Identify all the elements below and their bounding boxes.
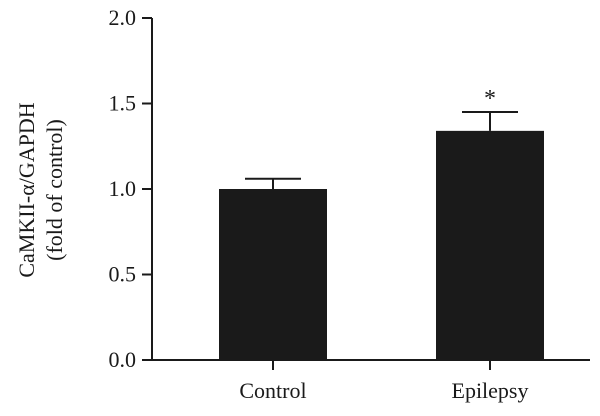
- significance-marker: *: [484, 86, 496, 112]
- bar-epilepsy: [436, 130, 544, 360]
- x-axis: Control Epilepsy: [152, 359, 590, 403]
- y-axis-label: CaMKII-α/GAPDH (fold of control): [14, 102, 67, 277]
- y-axis: 0.0 0.5 1.0 1.5 2.0: [109, 5, 153, 372]
- y-tick-label: 1.0: [109, 176, 137, 201]
- y-tick-label: 2.0: [109, 5, 137, 30]
- y-tick-label: 0.0: [109, 347, 137, 372]
- x-tick-label: Epilepsy: [452, 378, 529, 403]
- bars: *: [219, 86, 544, 360]
- x-tick-label: Control: [239, 378, 306, 403]
- y-tick-label: 1.5: [109, 91, 137, 116]
- y-tick-label: 0.5: [109, 262, 137, 287]
- bar-control: [219, 189, 327, 360]
- y-axis-label-line-2: (fold of control): [42, 119, 67, 261]
- y-axis-label-line-1: CaMKII-α/GAPDH: [14, 102, 39, 277]
